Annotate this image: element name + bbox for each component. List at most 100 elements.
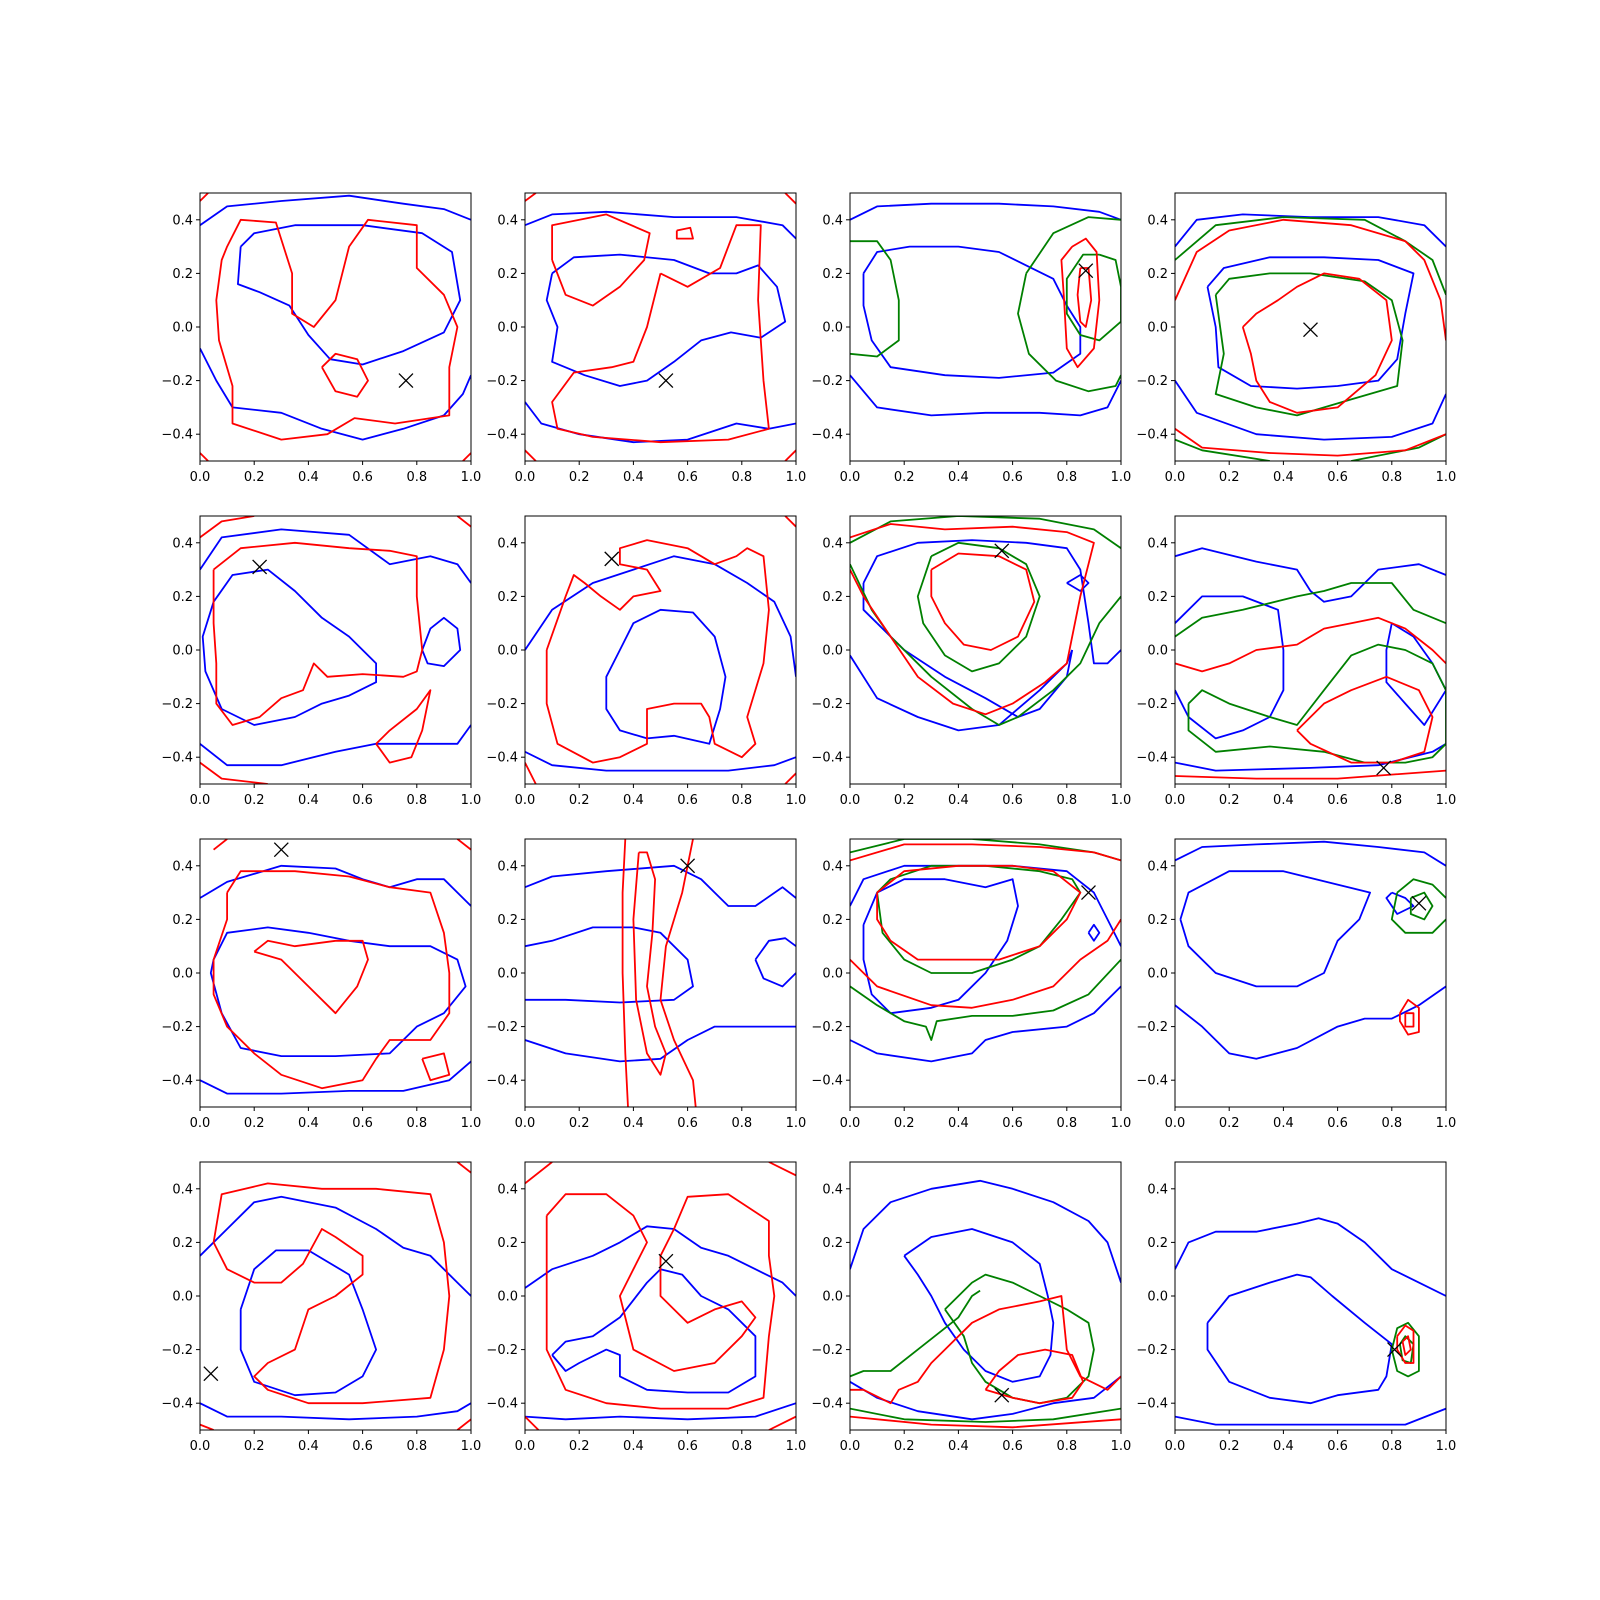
x-tick-label: 1.0: [786, 470, 807, 485]
x-tick-label: 0.4: [298, 1439, 319, 1454]
y-tick-label: 0.4: [172, 536, 193, 551]
blue-contour-line: [1087, 923, 1101, 942]
y-tick-label: −0.2: [811, 697, 843, 712]
y-tick-label: 0.2: [172, 267, 193, 282]
x-tick-label: 1.0: [786, 1116, 807, 1131]
x-tick-label: 0.6: [677, 793, 698, 808]
x-tick-label: 0.6: [1327, 1116, 1348, 1131]
x-tick-label: 0.2: [244, 1439, 265, 1454]
blue-contour-line: [200, 347, 471, 441]
red-contour-line: [768, 1162, 796, 1177]
blue-contour-line: [421, 616, 462, 667]
blue-contour-line: [850, 202, 1121, 221]
y-tick-label: −0.2: [161, 1343, 193, 1358]
y-tick-label: −0.2: [486, 1020, 518, 1035]
subplot-6: 0.0 0.2 0.4 0.6 0.8 1.0 −0.4 −0.2 0.0 0.2 0.4: [486, 515, 806, 808]
y-tick-label: 0.0: [497, 1290, 518, 1305]
x-tick-label: 0.0: [840, 1116, 861, 1131]
y-tick-label: 0.2: [497, 1236, 518, 1251]
x-tick-label: 0.8: [731, 1116, 752, 1131]
x-tick-label: 0.8: [1056, 793, 1077, 808]
y-tick-label: 0.0: [1147, 644, 1168, 659]
x-tick-label: 0.0: [515, 793, 536, 808]
red-contour-line: [545, 539, 770, 764]
y-tick-label: 0.4: [1147, 1182, 1168, 1197]
axes-frame: [524, 192, 797, 462]
red-contour-line: [215, 218, 459, 441]
y-tick-label: 0.0: [1147, 967, 1168, 982]
y-tick-label: 0.0: [1147, 1290, 1168, 1305]
red-contour-line: [200, 516, 255, 539]
y-tick-label: 0.2: [822, 1236, 843, 1251]
blue-contour-line: [862, 539, 1121, 665]
blue-contour-line: [525, 926, 694, 1004]
subplot-grid: 0.0 0.2 0.4 0.6 0.8 1.0−0.4−0.20.00.20.40.0 0.…: [161, 192, 1457, 1454]
blue-contour-line: [1179, 870, 1371, 988]
red-contour-line: [1175, 218, 1446, 341]
contour-lines: [200, 516, 471, 784]
blue-contour-line: [850, 1179, 1121, 1283]
x-tick-label: 0.6: [352, 1439, 373, 1454]
green-contour-line: [1390, 1321, 1420, 1378]
x-tick-label: 0.0: [190, 470, 211, 485]
blue-contour-line: [1175, 985, 1446, 1060]
blue-contour-line: [545, 253, 787, 387]
y-tick-label: 0.4: [822, 536, 843, 551]
red-contour-line: [200, 452, 209, 461]
contour-lines: [200, 839, 471, 1095]
red-contour-line: [784, 193, 796, 205]
subplot-9: 0.0 0.2 0.4 0.6 0.8 1.0 −0.4 −0.2 0.0 0.2 0.4: [161, 838, 481, 1131]
y-tick-label: 0.4: [172, 213, 193, 228]
y-tick-label: 0.2: [822, 267, 843, 282]
y-tick-label: 0.4: [822, 859, 843, 874]
red-contour-line: [1399, 998, 1420, 1036]
y-tick-label: 0.4: [1147, 859, 1168, 874]
x-marker: [680, 858, 696, 874]
subplot-2: 0.0 0.2 0.4 0.6 0.8 1.0 −0.4 −0.2 0.0 0.2 0.4: [486, 192, 807, 485]
subplot-12: 0.0 0.2 0.4 0.6 0.8 1.0 −0.4 −0.2 0.0 0.2 0.4: [1136, 838, 1456, 1131]
red-contour-line: [551, 213, 651, 307]
y-tick-label: −0.2: [811, 1020, 843, 1035]
x-tick-label: 0.4: [623, 470, 644, 485]
red-contour-line: [1175, 428, 1446, 457]
blue-contour-line: [525, 1025, 796, 1063]
subplot-13: 0.0 0.2 0.4 0.6 0.8 1.0 −0.4 −0.2 0.0 0.2 0.4: [161, 1161, 481, 1454]
contour-lines: [1175, 213, 1446, 461]
x-tick-label: 0.4: [298, 793, 319, 808]
red-contour-line: [850, 1295, 1121, 1405]
x-tick-label: 0.6: [352, 1116, 373, 1131]
y-tick-label: −0.4: [1136, 1074, 1168, 1089]
green-contour-line: [1175, 438, 1270, 461]
green-contour-line: [1390, 892, 1446, 934]
blue-contour-line: [754, 959, 796, 988]
y-tick-label: 0.4: [822, 1182, 843, 1197]
red-contour-line: [456, 1162, 471, 1174]
subplot-5: 0.0 0.2 0.4 0.6 0.8 1.0 −0.4 −0.2 0.0 0.2 0.4: [161, 515, 481, 808]
red-contour-line: [200, 761, 268, 784]
contour-lines: [1175, 840, 1446, 1060]
y-tick-label: 0.2: [822, 913, 843, 928]
x-tick-label: 0.4: [948, 1439, 969, 1454]
x-marker: [203, 1366, 219, 1382]
blue-contour-line: [201, 568, 377, 726]
x-tick-label: 0.4: [623, 1116, 644, 1131]
y-tick-label: −0.2: [1136, 697, 1168, 712]
y-tick-label: 0.0: [172, 644, 193, 659]
contour-lines: [850, 202, 1121, 417]
y-tick-label: 0.0: [497, 967, 518, 982]
x-tick-label: 0.6: [1327, 793, 1348, 808]
x-tick-label: 1.0: [1436, 1439, 1457, 1454]
blue-contour-line: [850, 374, 1121, 417]
blue-contour-line: [525, 864, 796, 907]
x-tick-label: 0.0: [1165, 470, 1186, 485]
x-tick-label: 0.6: [677, 1439, 698, 1454]
green-contour-line: [1409, 891, 1434, 921]
x-tick-label: 1.0: [1436, 470, 1457, 485]
x-marker: [994, 543, 1010, 559]
y-tick-label: −0.2: [811, 1343, 843, 1358]
x-tick-label: 0.4: [1273, 1116, 1294, 1131]
blue-contour-line: [1206, 256, 1415, 390]
y-tick-label: 0.2: [172, 1236, 193, 1251]
y-tick-label: 0.2: [497, 913, 518, 928]
y-tick-label: 0.4: [497, 536, 518, 551]
